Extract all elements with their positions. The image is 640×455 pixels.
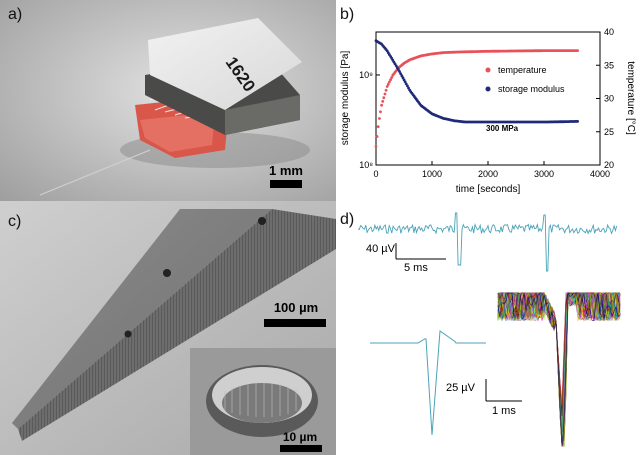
scale-bar-a <box>270 180 302 188</box>
panel-label-b: b) <box>340 6 355 23</box>
scale-label-a: 1 mm <box>269 163 303 178</box>
y-left-tick-label: 10⁸ <box>359 160 373 170</box>
panel-b-chart: b) storage modulus [Pa] temperature [°C]… <box>336 0 640 201</box>
point-temperature <box>376 125 380 129</box>
microhole <box>124 330 132 338</box>
y-right-label: temperature [°C] <box>625 61 636 135</box>
point-temperature <box>379 110 382 114</box>
point-storage-modulus <box>398 70 401 73</box>
scale-bar-c-main <box>264 319 326 327</box>
point-storage-modulus <box>401 76 405 80</box>
panel-a-photo: 1620 1 mm a) <box>0 0 336 201</box>
scale-label-c-inset: 10 µm <box>283 430 317 444</box>
point-temperature <box>576 49 579 52</box>
x-tick-label: 0 <box>373 169 378 179</box>
point-temperature <box>375 135 379 138</box>
y-left-tick-label: 10⁹ <box>359 70 373 80</box>
probe-shank-edge <box>18 209 336 441</box>
probe-shank-face <box>12 209 272 429</box>
package-top <box>148 18 302 110</box>
panel-d-recordings: d) 40 µV 5 ms 25 µV 1 ms <box>336 201 640 455</box>
probe-shank <box>39 149 151 196</box>
modulus-temperature-chart: storage modulus [Pa] temperature [°C] ti… <box>340 27 636 195</box>
point-temperature <box>388 80 391 84</box>
average-spike <box>370 330 486 436</box>
chart-annotation: 300 MPa <box>486 124 519 133</box>
x-tick-label: 3000 <box>534 169 554 179</box>
y-right-tick-label: 25 <box>604 127 614 137</box>
point-temperature <box>374 145 378 148</box>
legend-marker-storage-modulus <box>485 86 491 92</box>
scale-bar-c-inset <box>280 445 322 452</box>
scale-label-c-main: 100 µm <box>274 300 318 315</box>
point-temperature <box>382 96 386 100</box>
y-right-tick-label: 40 <box>604 27 614 37</box>
legend-marker-temperature <box>485 67 491 73</box>
sem-inset <box>190 348 336 455</box>
microhole <box>258 217 266 225</box>
y-right-tick-label: 35 <box>604 60 614 70</box>
y-left-label: storage modulus [Pa] <box>340 51 351 146</box>
point-temperature <box>378 117 381 120</box>
sem-image: 100 µm 10 µm <box>0 201 336 455</box>
x-tick-label: 1000 <box>422 169 442 179</box>
point-temperature <box>390 76 394 79</box>
scale-label-bottom-voltage: 25 µV <box>446 382 476 394</box>
y-right-tick-label: 30 <box>604 94 614 104</box>
spike-overlay <box>497 291 621 448</box>
point-temperature <box>380 103 383 107</box>
scale-label-top-time: 5 ms <box>404 262 428 274</box>
panel-label-c: c) <box>8 213 22 230</box>
y-right-tick-label: 20 <box>604 160 614 170</box>
point-storage-modulus <box>403 80 407 84</box>
legend-label-temperature: temperature <box>498 65 547 75</box>
point-temperature <box>383 92 387 96</box>
point-temperature <box>386 82 390 86</box>
panel-label-d: d) <box>340 211 355 228</box>
device-photo: 1620 1 mm <box>0 0 336 201</box>
point-temperature <box>385 85 389 88</box>
microhole <box>163 269 171 277</box>
point-temperature <box>381 100 385 103</box>
point-storage-modulus <box>406 84 409 88</box>
raw-trace <box>357 212 618 272</box>
x-tick-label: 4000 <box>590 169 610 179</box>
recordings-figure: 40 µV 5 ms 25 µV 1 ms <box>357 212 621 448</box>
legend-label-storage-modulus: storage modulus <box>498 84 565 94</box>
point-storage-modulus <box>576 120 579 123</box>
x-label: time [seconds] <box>456 184 521 195</box>
point-storage-modulus <box>399 72 402 75</box>
point-temperature <box>384 88 388 92</box>
scale-label-bottom-time: 1 ms <box>492 405 516 417</box>
panel-c-sem: 100 µm 10 µm c) <box>0 201 336 455</box>
overlay-spike-trace <box>497 291 621 447</box>
scale-label-top-voltage: 40 µV <box>366 243 396 255</box>
panel-label-a: a) <box>8 6 23 23</box>
x-tick-label: 2000 <box>478 169 498 179</box>
point-temperature <box>389 78 392 82</box>
